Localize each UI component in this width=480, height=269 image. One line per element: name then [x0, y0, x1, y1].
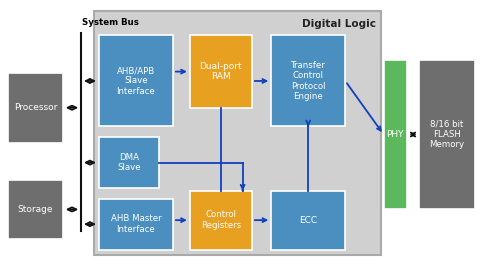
Text: System Bus: System Bus	[82, 18, 139, 27]
FancyBboxPatch shape	[271, 191, 345, 250]
FancyBboxPatch shape	[99, 137, 158, 188]
FancyBboxPatch shape	[8, 180, 63, 239]
Text: AHB/APB
Slave
Interface: AHB/APB Slave Interface	[117, 66, 155, 96]
FancyBboxPatch shape	[271, 36, 345, 126]
Text: ECC: ECC	[299, 216, 317, 225]
Text: Transfer
Control
Protocol
Engine: Transfer Control Protocol Engine	[291, 61, 325, 101]
FancyBboxPatch shape	[94, 11, 381, 255]
Text: Digital Logic: Digital Logic	[302, 19, 376, 29]
FancyBboxPatch shape	[99, 199, 173, 250]
Text: Storage: Storage	[18, 205, 53, 214]
Text: PHY: PHY	[386, 130, 404, 139]
Text: AHB Master
Interface: AHB Master Interface	[110, 214, 161, 234]
Text: DMA
Slave: DMA Slave	[117, 153, 141, 172]
Text: Control
Registers: Control Registers	[201, 210, 241, 230]
FancyBboxPatch shape	[190, 36, 252, 108]
Text: 8/16 bit
FLASH
Memory: 8/16 bit FLASH Memory	[430, 120, 465, 149]
FancyBboxPatch shape	[420, 59, 475, 210]
FancyBboxPatch shape	[384, 59, 407, 210]
FancyBboxPatch shape	[190, 191, 252, 250]
FancyBboxPatch shape	[8, 73, 63, 143]
FancyBboxPatch shape	[99, 36, 173, 126]
Text: Dual-port
RAM: Dual-port RAM	[200, 62, 242, 81]
Text: Processor: Processor	[14, 103, 57, 112]
